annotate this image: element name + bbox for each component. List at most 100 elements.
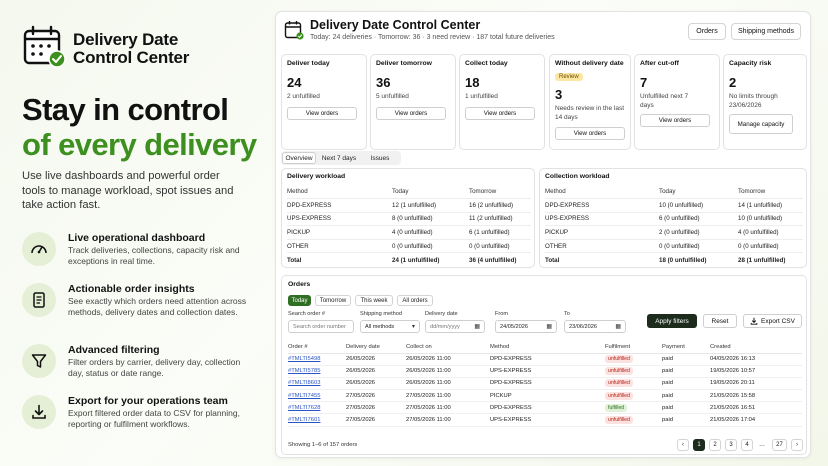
table-row: #TMLTI7628 27/05/2026 27/05/2026 11:00 DPD-… <box>288 401 802 415</box>
cell: Total <box>287 256 302 264</box>
order-link[interactable]: #TMLTI5498 <box>288 356 321 363</box>
next-page-button[interactable]: › <box>791 439 803 451</box>
order-link[interactable]: #TMLTI7455 <box>288 392 321 399</box>
card-deliver-today: Deliver today 24 2 unfulfilled View orde… <box>281 54 367 150</box>
filter-today[interactable]: Today <box>288 295 311 306</box>
shipping-methods-button[interactable]: Shipping methods <box>731 23 801 40</box>
col-header: Today <box>659 185 738 200</box>
card-value: 3 <box>555 87 563 102</box>
view-orders-button[interactable]: View orders <box>555 127 625 140</box>
card-value: 18 <box>465 75 480 90</box>
feature-desc: Filter orders by carrier, delivery day, … <box>68 357 241 378</box>
cell: #TMLTI5785 <box>288 365 346 378</box>
cell-text: paid <box>662 356 673 363</box>
table-row: UPS-EXPRESS 8 (0 unfulfilled) 11 (2 unfulf… <box>287 212 531 227</box>
cell: #TMLTI7455 <box>288 389 346 403</box>
brand-line-1: Delivery Date <box>73 30 179 49</box>
feature-title: Live operational dashboard <box>68 232 206 244</box>
page-2-button[interactable]: 2 <box>709 439 721 451</box>
cell-text: UPS-EXPRESS <box>490 417 532 424</box>
method-label: Shipping method <box>360 311 402 317</box>
col-header: Method <box>490 341 605 354</box>
from-date-input[interactable]: 24/05/2026 ▦ <box>495 320 557 333</box>
cell-text: PICKUP <box>490 392 512 399</box>
panel-title: Delivery workload <box>287 173 346 180</box>
filter-this-week[interactable]: This week <box>355 295 393 306</box>
card-value: 2 <box>729 75 737 90</box>
reset-button[interactable]: Reset <box>703 314 737 328</box>
apply-filters-button[interactable]: Apply filters <box>647 314 697 328</box>
to-label: To <box>564 311 570 317</box>
cell: DPD-EXPRESS <box>490 377 605 391</box>
card-label: Capacity risk <box>729 60 772 67</box>
cell: 8 (0 unfulfilled) <box>392 212 469 227</box>
cell: paid <box>662 389 710 403</box>
cell: 27/05/2026 <box>346 389 406 403</box>
cell: #TMLTI8603 <box>288 377 346 391</box>
cell: unfulfilled <box>605 389 662 403</box>
card-label: Deliver tomorrow <box>376 60 432 67</box>
prev-page-button[interactable]: ‹ <box>677 439 689 451</box>
cell: #TMLTI7601 <box>288 413 346 427</box>
card-deliver-tomorrow: Deliver tomorrow 36 5 unfulfilled View o… <box>370 54 456 150</box>
cell-text: paid <box>662 368 673 375</box>
brand-line-2: Control Center <box>73 48 190 67</box>
pagination-ellipsis: … <box>756 439 768 451</box>
order-link[interactable]: #TMLTI7628 <box>288 404 321 411</box>
cell-text: paid <box>662 380 673 387</box>
table-row: PICKUP 2 (0 unfulfilled) 4 (0 unfulfilled) <box>545 225 803 240</box>
filter-all-orders[interactable]: All orders <box>397 295 433 306</box>
card-value: 7 <box>640 75 648 90</box>
cell: unfulfilled <box>605 413 662 427</box>
page-27-button[interactable]: 27 <box>772 439 787 451</box>
table-row: #TMLTI8603 26/05/2026 26/05/2026 11:00 DPD-… <box>288 377 802 391</box>
page-1-button[interactable]: 1 <box>693 439 705 451</box>
cell: 04/05/2026 16:13 <box>710 353 802 366</box>
cell-text: DPD-EXPRESS <box>490 356 532 363</box>
order-link[interactable]: #TMLTI7601 <box>288 417 321 424</box>
tab-issues[interactable]: Issues <box>370 154 390 162</box>
feature-desc: Track deliveries, collections, capacity … <box>68 245 240 266</box>
hero-line-2: of every delivery <box>22 127 257 162</box>
cell: UPS-EXPRESS <box>490 413 605 427</box>
gauge-icon <box>22 232 56 266</box>
brand-name: Delivery Date Control Center <box>73 31 189 67</box>
shipping-method-select[interactable]: All methods ▾ <box>360 320 420 333</box>
manage-capacity-button[interactable]: Manage capacity <box>729 114 793 134</box>
feature-desc: See exactly which orders need attention … <box>68 296 247 317</box>
cell: Total <box>545 256 560 264</box>
export-csv-button[interactable]: Export CSV <box>743 314 802 328</box>
to-date-input[interactable]: 23/06/2026 ▦ <box>564 320 626 333</box>
cell: 4 (0 unfulfilled) <box>738 225 803 240</box>
cell-text: 27/05/2026 <box>346 392 376 399</box>
view-orders-button[interactable]: View orders <box>640 114 710 127</box>
hero-heading: Stay in control of every delivery <box>22 92 272 162</box>
cell: PICKUP <box>287 225 392 240</box>
delivery-date-input[interactable]: dd/mm/yyyy ▦ <box>425 320 485 333</box>
cell: 28 (1 unfulfilled) <box>738 256 786 264</box>
cell-text: 27/05/2026 <box>346 404 376 411</box>
review-badge: Review <box>555 73 583 81</box>
tab-overview[interactable]: Overview <box>282 152 316 164</box>
cell-text: 19/05/2026 10:57 <box>710 368 756 375</box>
search-input[interactable]: Search order number <box>288 320 354 333</box>
tab-next-7-days[interactable]: Next 7 days <box>321 154 357 162</box>
view-orders-button[interactable]: View orders <box>465 107 535 120</box>
card-without-delivery-date: Without delivery date Review 3 Needs rev… <box>549 54 631 150</box>
app-title: Delivery Date Control Center <box>310 18 481 32</box>
filter-tomorrow[interactable]: Tomorrow <box>315 295 351 306</box>
col-header: Fulfilment <box>605 341 662 354</box>
page-4-button[interactable]: 4 <box>741 439 753 451</box>
table-row: OTHER 0 (0 unfulfilled) 0 (0 unfulfilled) <box>287 239 531 254</box>
order-link[interactable]: #TMLTI5785 <box>288 368 321 375</box>
page-3-button[interactable]: 3 <box>725 439 737 451</box>
cell: unfulfilled <box>605 365 662 378</box>
col-header: Created <box>710 341 802 354</box>
view-orders-button[interactable]: View orders <box>376 107 446 120</box>
view-orders-button[interactable]: View orders <box>287 107 357 120</box>
order-link[interactable]: #TMLTI8603 <box>288 380 321 387</box>
orders-button[interactable]: Orders <box>688 23 726 40</box>
cell: 26/05/2026 <box>346 353 406 366</box>
cell: 21/05/2026 15:58 <box>710 389 802 403</box>
card-label: After cut-off <box>640 60 679 67</box>
